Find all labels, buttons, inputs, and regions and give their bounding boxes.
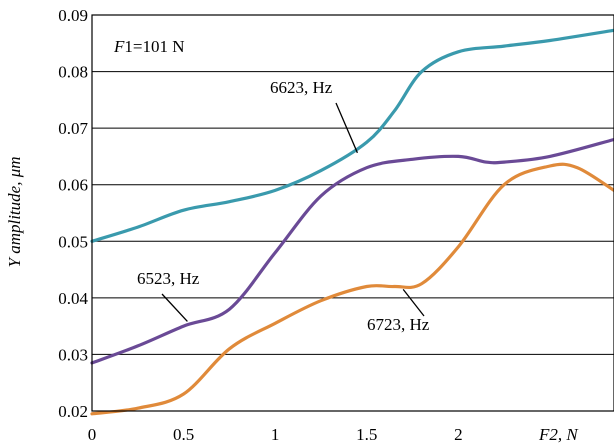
annotation-leader — [161, 293, 188, 322]
x-tick-labels: 0 0.5 1 1.5 2 — [88, 425, 463, 444]
x-axis-label: F2, N — [538, 425, 579, 444]
y-axis-label: Y amplitude, μm — [5, 156, 24, 267]
y-tick-labels: 0.02 0.03 0.04 0.05 0.06 0.07 0.08 0.09 — [58, 6, 88, 421]
condition-value: 1=101 N — [124, 37, 184, 56]
x-axis-unit: 2, N — [549, 425, 579, 444]
annotation-label: 6723, Hz — [367, 315, 430, 334]
y-tick-label: 0.04 — [58, 289, 88, 308]
series-line-6723-hz — [90, 162, 614, 416]
y-tick-label: 0.05 — [58, 232, 88, 251]
x-tick-label: 1 — [271, 425, 280, 444]
x-tick-label: 2 — [454, 425, 463, 444]
x-tick-label: 0 — [88, 425, 97, 444]
y-tick-label: 0.06 — [58, 176, 88, 195]
annotation-label: 6623, Hz — [270, 78, 333, 97]
grid-layer — [92, 71, 614, 355]
annotation-layer: 6623, Hz 6523, Hz 6723, Hz — [137, 78, 430, 334]
series-line-6523-hz — [90, 137, 614, 365]
plot-frame — [91, 14, 614, 412]
condition-symbol: F — [113, 37, 125, 56]
y-tick-label: 0.03 — [58, 345, 88, 364]
annotation-leader — [402, 289, 425, 317]
series-layer — [90, 28, 614, 416]
y-tick-label: 0.08 — [58, 63, 88, 82]
x-tick-label: 0.5 — [173, 425, 194, 444]
condition-label: F1=101 N — [113, 37, 185, 56]
y-tick-label: 0.07 — [58, 119, 88, 138]
x-tick-label: 1.5 — [356, 425, 377, 444]
x-axis-symbol: F — [538, 425, 550, 444]
y-tick-label: 0.09 — [58, 6, 88, 25]
series-line-6623-hz — [90, 28, 614, 243]
annotation-label: 6523, Hz — [137, 269, 200, 288]
y-tick-label: 0.02 — [58, 402, 88, 421]
annotation-leader — [335, 102, 359, 154]
